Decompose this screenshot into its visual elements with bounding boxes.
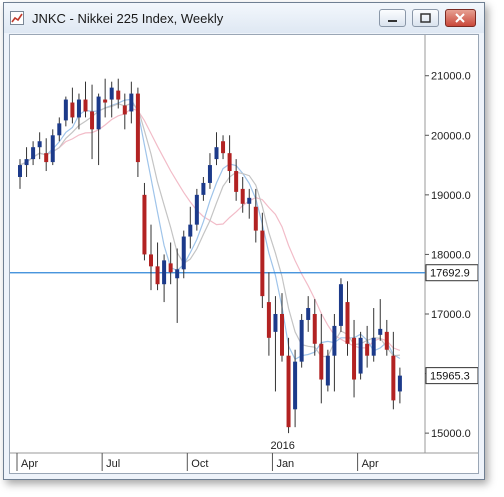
candle-up xyxy=(129,93,134,112)
close-button[interactable] xyxy=(445,9,476,27)
x-tick-label: Jan xyxy=(276,458,294,470)
candle-up xyxy=(378,328,383,335)
x-tick-label: Apr xyxy=(21,458,38,470)
candle-down xyxy=(168,263,173,273)
candle-up xyxy=(201,182,206,195)
candle-up xyxy=(293,361,298,410)
candle-down xyxy=(253,206,258,231)
candle-up xyxy=(96,96,101,130)
candle-down xyxy=(116,90,121,100)
candle-up xyxy=(332,325,337,356)
minimize-icon xyxy=(388,20,397,22)
reference-line-label: 17692.9 xyxy=(430,268,470,280)
y-tick-label: 21000.0 xyxy=(431,71,471,83)
moving-average-mid xyxy=(19,102,400,358)
chart-area[interactable]: 17692.9 15000.016000.017000.018000.01900… xyxy=(9,34,479,474)
chart-window: JNKC - Nikkei 225 Index, Weekly 17692.9 … xyxy=(3,2,485,480)
x-tick-label: Jul xyxy=(106,458,120,470)
candle-down xyxy=(44,153,49,163)
candle-down xyxy=(260,230,265,297)
candle-up xyxy=(63,99,68,121)
y-tick-label: 18000.0 xyxy=(431,249,471,261)
y-tick-label: 17000.0 xyxy=(431,309,471,321)
candle-up xyxy=(24,159,29,166)
candle-down xyxy=(286,355,291,428)
moving-average-fast xyxy=(19,98,401,361)
candle-down xyxy=(240,188,245,204)
candle-down xyxy=(280,313,284,356)
y-tick-label: 19000.0 xyxy=(431,190,471,202)
maximize-icon xyxy=(420,13,431,23)
candle-down xyxy=(391,355,396,401)
y-tick-label: 20000.0 xyxy=(431,130,471,142)
candle-up xyxy=(31,147,36,160)
y-tick-label: 15000.0 xyxy=(431,428,471,440)
candle-up xyxy=(109,87,114,100)
candle-up xyxy=(397,375,402,392)
candle-down xyxy=(142,194,147,255)
candle-up xyxy=(162,260,167,285)
candle-down xyxy=(266,302,271,338)
candle-down xyxy=(149,254,153,267)
candle-up xyxy=(37,141,42,148)
candle-down xyxy=(83,99,88,112)
candle-up xyxy=(181,236,186,270)
candle-down xyxy=(155,266,160,285)
candle-down xyxy=(234,171,239,192)
candle-down xyxy=(227,153,232,172)
close-icon xyxy=(455,13,465,23)
candle-down xyxy=(345,302,350,344)
candle-down xyxy=(384,331,389,350)
candle-down xyxy=(365,343,370,356)
candlestick-chart[interactable]: 17692.9 15000.016000.017000.018000.01900… xyxy=(10,35,479,473)
app-chart-icon xyxy=(10,11,24,25)
last-price-label: 15965.3 xyxy=(430,371,470,383)
maximize-button[interactable] xyxy=(412,9,439,27)
candle-up xyxy=(50,135,55,163)
candle-up xyxy=(358,337,363,374)
candle-up xyxy=(207,165,212,183)
candle-down xyxy=(70,102,75,118)
candle-down xyxy=(122,105,127,115)
candle-up xyxy=(371,337,376,356)
candle-down xyxy=(352,337,357,380)
year-label: 2016 xyxy=(270,440,294,452)
candle-up xyxy=(247,197,252,204)
candle-up xyxy=(299,319,304,362)
price-axis-panel xyxy=(425,35,478,453)
candle-up xyxy=(273,313,278,332)
candle-up xyxy=(76,99,81,118)
candle-up xyxy=(214,147,219,160)
candle-down xyxy=(135,93,140,163)
candle-down xyxy=(90,111,95,130)
candle-up xyxy=(194,194,199,225)
candle-up xyxy=(175,269,180,279)
candle-down xyxy=(319,343,324,380)
x-tick-label: Apr xyxy=(362,458,379,470)
candle-up xyxy=(18,165,22,177)
candle-up xyxy=(188,224,193,237)
candle-up xyxy=(338,284,343,326)
candle-up xyxy=(57,123,62,136)
candle-up xyxy=(306,308,311,320)
minimize-button[interactable] xyxy=(379,9,406,27)
title-bar[interactable]: JNKC - Nikkei 225 Index, Weekly xyxy=(4,3,484,33)
candle-down xyxy=(312,313,317,344)
candle-up xyxy=(325,355,330,386)
candle-down xyxy=(221,141,226,154)
candle-down xyxy=(103,99,108,103)
window-title: JNKC - Nikkei 225 Index, Weekly xyxy=(32,11,224,26)
x-tick-label: Oct xyxy=(191,458,208,470)
